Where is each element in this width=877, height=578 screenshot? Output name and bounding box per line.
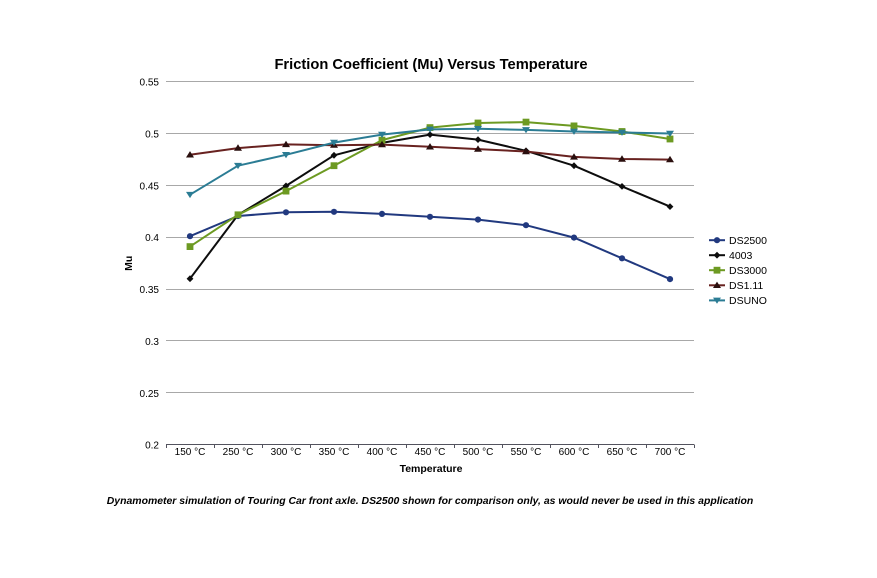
svg-text:DS1.11: DS1.11 [729,280,763,292]
svg-text:4003: 4003 [729,250,753,262]
svg-text:DSUNO: DSUNO [729,295,767,307]
svg-text:0.55: 0.55 [140,78,160,89]
svg-text:500 °C: 500 °C [463,447,494,458]
svg-text:400 °C: 400 °C [367,447,398,458]
svg-text:0.4: 0.4 [145,233,159,244]
svg-text:350 °C: 350 °C [319,447,350,458]
svg-text:0.45: 0.45 [140,181,160,192]
svg-text:Dynamometer simulation of Tour: Dynamometer simulation of Touring Car fr… [107,496,753,507]
svg-text:700 °C: 700 °C [655,447,686,458]
svg-text:250 °C: 250 °C [223,447,254,458]
svg-text:0.5: 0.5 [145,130,159,141]
svg-text:Friction Coefficient (Mu) Vers: Friction Coefficient (Mu) Versus Tempera… [274,57,587,73]
svg-text:0.35: 0.35 [140,285,160,296]
svg-text:650 °C: 650 °C [607,447,638,458]
svg-text:0.2: 0.2 [145,441,159,452]
svg-text:450 °C: 450 °C [415,447,446,458]
svg-text:Mu: Mu [123,256,135,271]
svg-text:DS2500: DS2500 [729,235,767,247]
svg-text:550 °C: 550 °C [511,447,542,458]
svg-text:600 °C: 600 °C [559,447,590,458]
svg-text:300 °C: 300 °C [271,447,302,458]
svg-text:Temperature: Temperature [400,463,463,475]
svg-text:150 °C: 150 °C [175,447,206,458]
svg-text:0.25: 0.25 [140,389,160,400]
svg-text:0.3: 0.3 [145,337,159,348]
svg-text:DS3000: DS3000 [729,265,767,277]
